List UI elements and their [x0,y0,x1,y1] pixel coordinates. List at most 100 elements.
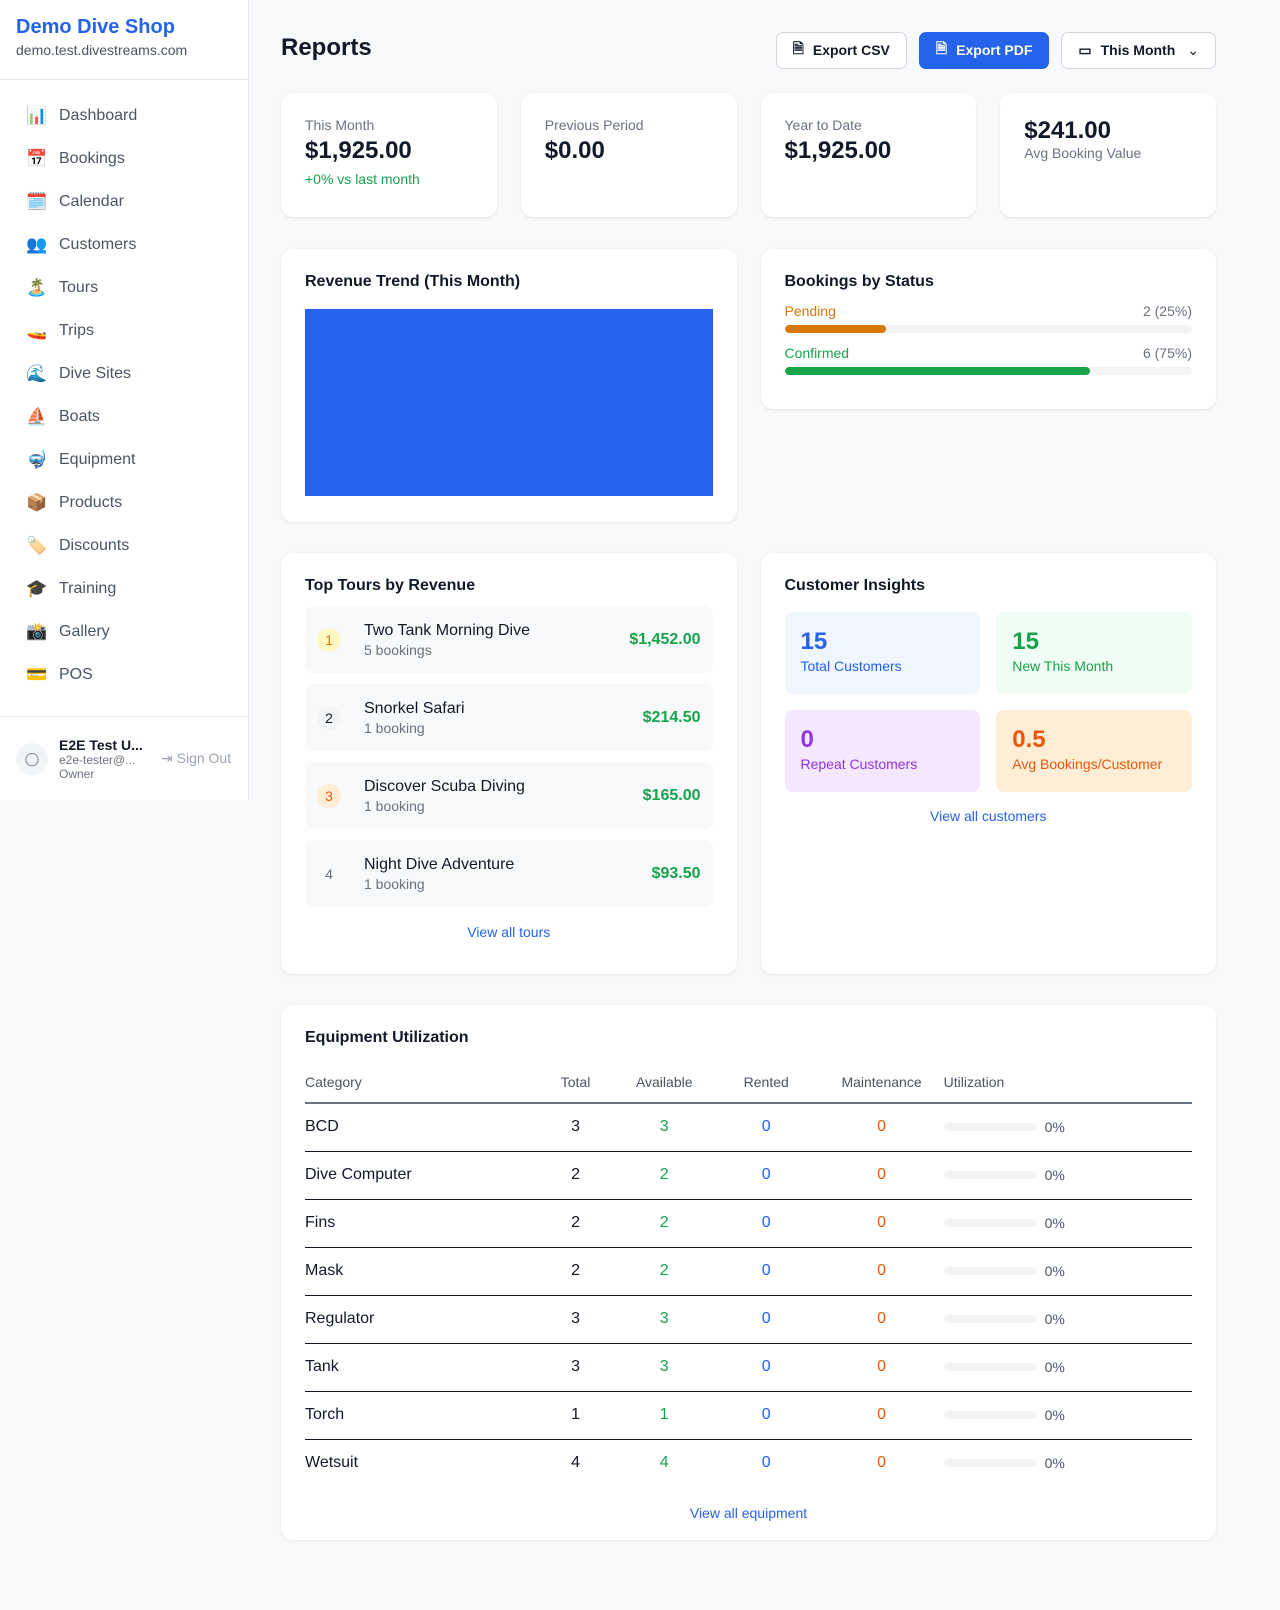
insight-label: New This Month [1012,658,1114,674]
tour-item[interactable]: 1 Two Tank Morning Dive 5 bookings $1,452.0… [305,606,713,673]
sign-out-button[interactable]: ⇥ Sign Out [161,750,231,767]
insight-label: Repeat Customers [800,756,918,772]
view-all-customers-link[interactable]: View all customers [930,808,1047,824]
tour-bookings: 1 booking [364,719,425,736]
sidebar-item-customers[interactable]: 👥 Customers [0,223,248,266]
sidebar-item-label: Dashboard [59,106,138,124]
utilization-value: 0% [1044,1167,1065,1183]
sidebar-item-discounts[interactable]: 🏷️ Discounts [0,524,248,567]
sidebar-item-pos[interactable]: 💳 POS [0,653,248,696]
cell: Tank [305,1343,536,1392]
sidebar-item-label: Bookings [59,149,125,167]
insight-tile: 15 New This Month [996,612,1192,694]
tour-item[interactable]: 3 Discover Scuba Diving 1 booking $165.00 [305,762,713,829]
table-row: Regulator 3 3 0 0 0% [305,1295,1192,1344]
insight-tile: 0.5 Avg Bookings/Customer [996,710,1192,792]
table-row: Dive Computer 2 2 0 0 0% [305,1151,1192,1200]
cell: 2 [615,1247,713,1296]
utilization-value: 0% [1044,1407,1065,1423]
cell: 4 [571,1454,580,1472]
user-email: e2e-tester@... [59,752,136,767]
brand: Demo Dive Shop demo.test.divestreams.com [0,0,248,80]
tour-item[interactable]: 2 Snorkel Safari 1 booking $214.50 [305,684,713,751]
sidebar-item-label: Tours [59,278,99,296]
sidebar-item-equipment[interactable]: 🤿 Equipment [0,438,248,481]
sidebar-item-boats[interactable]: ⛵ Boats [0,395,248,438]
table-row: Torch 1 1 0 0 0% [305,1391,1192,1440]
bookings-status-card: Bookings by Status Pending 2 (25%) Confirm… [760,249,1216,409]
cell: 0 [877,1454,886,1472]
utilization-cell: 0% [943,1439,1192,1487]
cell: 0 [819,1343,944,1392]
cell: 0 [713,1247,820,1296]
cell: 0 [761,1454,771,1472]
status-progress-bar [784,367,1192,375]
period-select[interactable]: ▭ This Month ⌄ [1061,31,1216,69]
sidebar-item-tours[interactable]: 🏝️ Tours [0,266,248,309]
cell: 0 [713,1391,820,1440]
tour-revenue: $93.50 [651,864,701,882]
dive-sites-icon: 🌊 [26,363,48,383]
utilization-cell: 0% [943,1391,1192,1440]
insight-value: 0.5 [1012,726,1046,753]
products-icon: 📦 [26,492,48,512]
cell: 0 [819,1103,944,1152]
cell: 2 [535,1199,616,1248]
cell: 0 [713,1343,820,1392]
insight-value: 15 [800,628,828,655]
top-tours-card: Top Tours by Revenue 1 Two Tank Morning D… [281,553,737,974]
stat-value: $1,925.00 [784,137,892,164]
trips-icon: 🚤 [26,320,48,340]
sidebar-item-gallery[interactable]: 📸 Gallery [0,610,248,653]
stat-previous-period: Previous Period $0.00 [520,93,737,217]
file-download-icon: 🗎 [935,40,948,56]
tour-item[interactable]: 4 Night Dive Adventure 1 booking $93.50 [305,840,713,907]
utilization-cell: 0% [943,1103,1192,1152]
shop-name[interactable]: Demo Dive Shop [16,16,175,38]
sidebar-item-label: Equipment [59,450,136,468]
sidebar-item-training[interactable]: 🎓 Training [0,567,248,610]
utilization-bar [943,1171,1037,1179]
sidebar-item-dive-sites[interactable]: 🌊 Dive Sites [0,352,248,395]
table-row: BCD 3 3 0 0 0% [305,1103,1192,1152]
sidebar-item-products[interactable]: 📦 Products [0,481,248,524]
utilization-value: 0% [1044,1263,1065,1279]
tour-name: Discover Scuba Diving [364,777,525,795]
sidebar-item-label: Trips [59,321,94,339]
sidebar-item-trips[interactable]: 🚤 Trips [0,309,248,352]
customer-insights-card: Customer Insights 15 Total Customers 15 New… [760,553,1216,974]
sidebar-item-dashboard[interactable]: 📊 Dashboard [0,94,248,137]
insight-label: Total Customers [800,658,902,674]
cell: 3 [615,1295,713,1344]
user-icon: ◯ [16,742,48,775]
cell: 3 [535,1103,616,1152]
cell: 3 [615,1343,713,1392]
sidebar-item-label: Calendar [59,192,124,210]
rank-badge: 2 [317,705,341,730]
sidebar-item-label: Discounts [59,536,130,554]
cell: 0 [713,1199,820,1248]
view-all-equipment-link[interactable]: View all equipment [689,1505,808,1521]
calendar-icon: 🗓️ [26,191,48,211]
export-csv-button[interactable]: 🗎 Export CSV [775,31,907,69]
card-title: Equipment Utilization [305,1029,469,1046]
utilization-bar [943,1123,1037,1132]
stat-label: Avg Booking Value [1024,145,1142,161]
cell: 0 [819,1247,944,1296]
column-header: Available [615,1061,713,1104]
stat-label: This Month [305,117,375,133]
utilization-value: 0% [1044,1119,1065,1136]
export-pdf-button[interactable]: 🗎 Export PDF [918,31,1050,69]
sidebar-item-label: Customers [59,235,137,253]
period-label: This Month [1100,42,1176,58]
cell: 0 [713,1295,820,1344]
sidebar-item-bookings[interactable]: 📅 Bookings [0,137,248,180]
cell: Mask [305,1247,536,1296]
revenue-trend-card: Revenue Trend (This Month) [281,249,737,522]
sidebar-item-calendar[interactable]: 🗓️ Calendar [0,180,248,223]
status-confirmed: Confirmed 6 (75%) [784,345,1192,375]
stat-label: Year to Date [784,117,862,133]
sidebar-item-label: Dive Sites [59,364,132,382]
view-all-tours-link[interactable]: View all tours [467,924,551,940]
cell: 1 [615,1391,713,1440]
